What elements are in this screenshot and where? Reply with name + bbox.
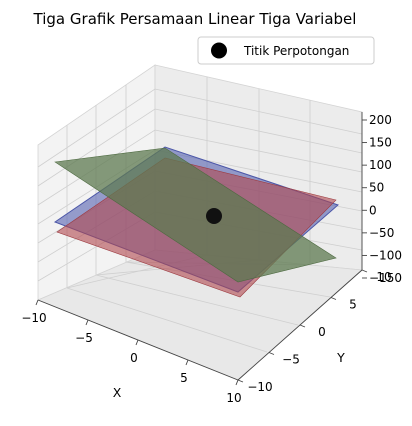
x-tick-labels: −10 −5 0 5 10 bbox=[21, 311, 241, 405]
tick-mark bbox=[299, 324, 306, 328]
legend-marker bbox=[211, 42, 227, 59]
tick-mark bbox=[237, 379, 244, 383]
tick-mark bbox=[330, 297, 337, 300]
tick-mark bbox=[85, 319, 89, 326]
grid-line bbox=[37, 129, 363, 206]
z-tick-label: −150 bbox=[369, 271, 402, 285]
y-tick-label: −10 bbox=[247, 380, 272, 394]
z-tick-label: 200 bbox=[369, 113, 392, 127]
z-tick-label: 50 bbox=[369, 181, 384, 195]
grid-line bbox=[66, 287, 268, 353]
z-tick-label: 0 bbox=[369, 203, 377, 217]
tick-mark bbox=[235, 379, 239, 386]
tick-mark bbox=[135, 339, 139, 346]
z-tick-label: −50 bbox=[369, 226, 394, 240]
tick-mark bbox=[35, 299, 39, 306]
x-tick-label: −10 bbox=[21, 311, 46, 325]
legend-label: Titik Perpotongan bbox=[243, 44, 349, 58]
y-axis-label: Y bbox=[336, 350, 345, 365]
z-tick-label: 100 bbox=[369, 158, 392, 172]
plane-surfaces bbox=[53, 146, 339, 298]
x-tick-label: −5 bbox=[75, 331, 93, 345]
grid-line bbox=[95, 274, 299, 326]
y-tick-label: 5 bbox=[349, 298, 357, 312]
z-tick-labels: 200 150 100 50 0 −50 −100 −150 bbox=[369, 113, 402, 285]
tick-mark bbox=[185, 359, 189, 366]
x-tick-label: 10 bbox=[226, 391, 241, 405]
x-tick-label: 0 bbox=[130, 351, 138, 365]
z-tick-label: 150 bbox=[369, 136, 392, 150]
x-axis-label: X bbox=[113, 385, 122, 400]
chart-title: Tiga Grafik Persamaan Linear Tiga Variab… bbox=[33, 10, 357, 28]
legend-box bbox=[197, 36, 375, 65]
tick-mark bbox=[268, 352, 275, 355]
x-tick-label: 5 bbox=[180, 371, 188, 385]
legend: Titik Perpotongan bbox=[197, 36, 375, 65]
y-tick-label: 0 bbox=[318, 325, 326, 339]
tick-marks bbox=[35, 119, 368, 386]
y-tick-labels: 10 5 0 −5 −10 bbox=[247, 270, 391, 394]
intersection-point bbox=[206, 208, 222, 224]
grid-line bbox=[37, 88, 363, 168]
z-tick-label: −100 bbox=[369, 248, 402, 262]
y-tick-label: −5 bbox=[282, 353, 300, 367]
tick-mark bbox=[361, 269, 368, 273]
y-tick-label: 10 bbox=[376, 270, 391, 284]
plane-3 bbox=[54, 147, 337, 283]
